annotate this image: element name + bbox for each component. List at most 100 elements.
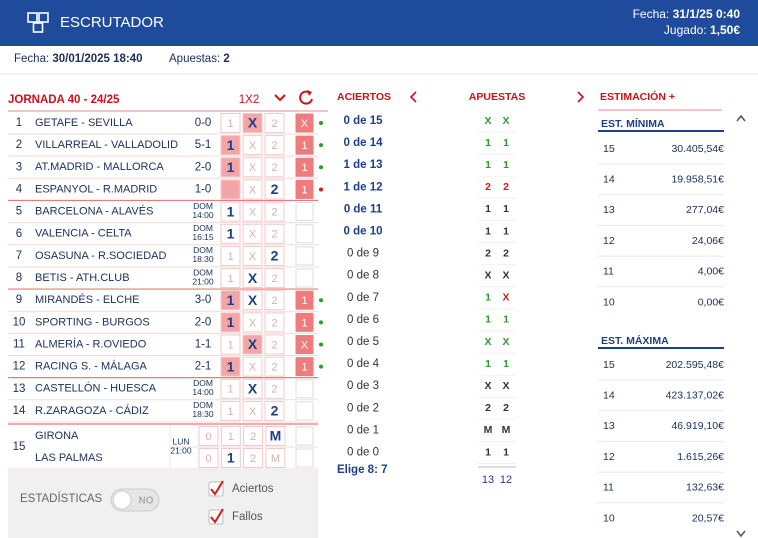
sign-cell bbox=[243, 448, 264, 468]
sign-cell bbox=[220, 426, 241, 446]
sign: 1 bbox=[227, 118, 233, 130]
sign-cell bbox=[242, 334, 263, 355]
bet-sign: X bbox=[502, 269, 509, 281]
sign-cell bbox=[220, 334, 241, 355]
bet-sign: 1 bbox=[503, 446, 509, 458]
bet-sign: X bbox=[484, 380, 491, 392]
match-teams: VALENCIA - CELTA bbox=[35, 228, 132, 240]
sign: 2 bbox=[271, 118, 277, 130]
prev-button[interactable] bbox=[409, 91, 417, 103]
bet-sign: 2 bbox=[503, 247, 509, 259]
hits-label: 0 de 15 bbox=[344, 115, 384, 127]
match-number: 9 bbox=[16, 294, 22, 306]
match-day: DOM bbox=[193, 245, 213, 255]
estimate-amount: 24,06€ bbox=[692, 235, 724, 247]
sign-cell bbox=[220, 378, 241, 399]
sign: 2 bbox=[250, 431, 256, 443]
hits-label: 0 de 0 bbox=[347, 447, 379, 459]
next-button[interactable] bbox=[577, 91, 585, 103]
result-box bbox=[295, 157, 314, 177]
match-number: 14 bbox=[13, 405, 26, 417]
sign-cell bbox=[242, 223, 263, 244]
sign: 1 bbox=[227, 339, 233, 351]
hits-label: 0 de 5 bbox=[347, 336, 379, 348]
result-sign: 1 bbox=[301, 140, 307, 152]
sign-cell bbox=[220, 113, 241, 133]
bet-sign: 1 bbox=[485, 292, 491, 304]
sign: 1 bbox=[227, 225, 235, 241]
sign: 1 bbox=[227, 273, 233, 285]
match-score: 1-1 bbox=[195, 339, 212, 351]
sign: 1 bbox=[227, 314, 235, 330]
sign: 2 bbox=[271, 339, 277, 351]
sign: 2 bbox=[250, 453, 256, 465]
bet-sign: M bbox=[502, 424, 511, 436]
sign-cell bbox=[264, 378, 285, 399]
result-box bbox=[295, 179, 314, 199]
sign: X bbox=[248, 270, 258, 286]
bet-total: 12 bbox=[500, 474, 512, 486]
sign-cell bbox=[220, 135, 241, 156]
bet-sign: 2 bbox=[503, 402, 509, 414]
refresh-icon[interactable] bbox=[299, 90, 313, 105]
sign: 2 bbox=[271, 162, 277, 174]
match-teams: OSASUNA - R.SOCIEDAD bbox=[35, 250, 166, 262]
status-dot bbox=[319, 298, 323, 303]
match-teams: MIRANDÉS - ELCHE bbox=[35, 293, 140, 306]
toggle[interactable]: NO bbox=[110, 488, 160, 512]
status-dot bbox=[319, 364, 323, 369]
sign: X bbox=[249, 317, 257, 329]
estimate-hits: 14 bbox=[603, 173, 615, 185]
sign: X bbox=[249, 362, 257, 374]
sign-cell bbox=[220, 223, 241, 244]
match-number: 8 bbox=[16, 272, 22, 284]
sign-cell bbox=[220, 312, 241, 333]
match-score: 0-0 bbox=[195, 117, 212, 129]
hits-label: 1 de 13 bbox=[344, 159, 383, 171]
match-time: 16:15 bbox=[192, 232, 214, 242]
match-score: 1-0 bbox=[195, 183, 212, 195]
sign-cell bbox=[264, 245, 285, 266]
stats-label: ESTADÍSTICAS bbox=[20, 492, 103, 505]
estimate-hits: 13 bbox=[603, 204, 615, 216]
result-box bbox=[295, 335, 314, 354]
match-teams: ESPANYOL - R.MADRID bbox=[35, 183, 157, 195]
match-time: 18:30 bbox=[192, 409, 214, 419]
hits-label: 0 de 14 bbox=[344, 137, 384, 149]
checkmark bbox=[210, 480, 224, 496]
sign-cell bbox=[264, 268, 285, 289]
result-sign: 1 bbox=[301, 184, 307, 196]
estimate-amount: 0,00€ bbox=[698, 296, 724, 308]
sign-cell bbox=[264, 400, 285, 421]
checkmark bbox=[210, 508, 224, 524]
dropdown-icon[interactable] bbox=[274, 94, 286, 102]
match-number: 5 bbox=[16, 206, 22, 218]
value: 31/1/25 0:40 bbox=[673, 7, 741, 21]
match-score: 2-0 bbox=[195, 161, 212, 173]
bet-sign: 1 bbox=[485, 137, 491, 149]
sign: 2 bbox=[271, 317, 277, 329]
hits-label: 0 de 6 bbox=[347, 314, 379, 326]
logo bbox=[27, 12, 49, 33]
result-sign: X bbox=[301, 118, 309, 130]
sign-cell bbox=[264, 334, 285, 355]
result-box bbox=[295, 290, 314, 310]
sign-cell bbox=[242, 179, 263, 200]
sign: 1 bbox=[227, 159, 235, 175]
sign: X bbox=[249, 140, 257, 152]
sign-cell bbox=[242, 312, 263, 333]
match-score: 3-0 bbox=[195, 294, 212, 306]
sign-cell bbox=[264, 113, 285, 133]
match-teams: RACING S. - MÁLAGA bbox=[35, 360, 148, 373]
sign: X bbox=[248, 115, 258, 131]
match-number: 6 bbox=[16, 228, 22, 240]
estimate-title: EST. MÍNIMA bbox=[601, 117, 665, 130]
sign: X bbox=[249, 162, 257, 174]
scrollbar[interactable] bbox=[736, 114, 746, 538]
toggle-label: NO bbox=[139, 496, 154, 507]
match-teams: ALMERÍA - R.OVIEDO bbox=[35, 337, 147, 350]
hits-label: 0 de 9 bbox=[347, 248, 379, 260]
sign-cell bbox=[264, 179, 285, 200]
sign: X bbox=[249, 406, 257, 418]
sign: X bbox=[248, 336, 258, 352]
